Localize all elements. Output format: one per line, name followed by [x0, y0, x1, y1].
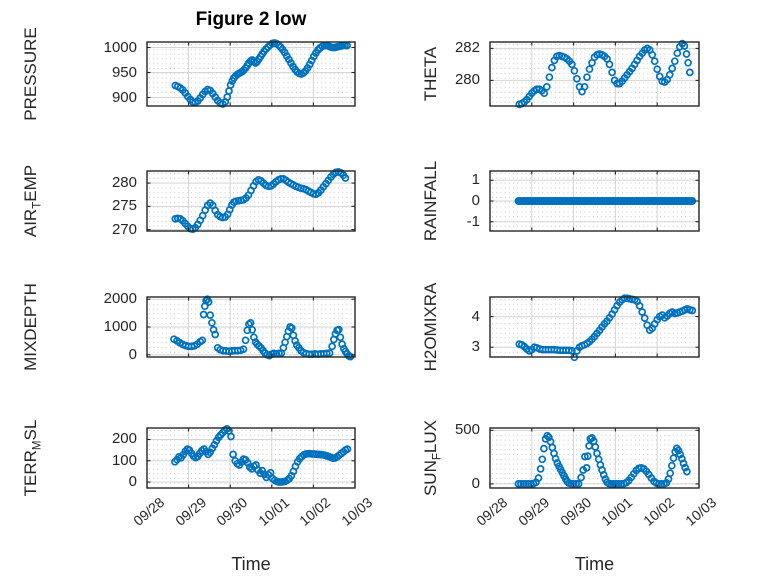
y-tick-label: 275	[111, 197, 137, 215]
plot-canvas	[146, 295, 356, 361]
axes-frame	[146, 427, 356, 489]
y-axis-label-mixdepth: MIXDEPTH	[21, 283, 40, 371]
tick-marks	[146, 42, 356, 106]
x-axis-label: Time	[574, 554, 615, 574]
data-series	[171, 425, 352, 486]
plot-canvas	[146, 39, 356, 108]
x-tick-label: 10/03	[338, 494, 376, 529]
subplot-h2omixra	[489, 294, 700, 362]
tick-marks	[489, 428, 700, 488]
x-tick-label: 10/01	[254, 494, 293, 529]
subplot-mixdepth	[146, 295, 356, 361]
axes-frame	[489, 427, 700, 489]
y-tick-label: 0	[128, 473, 137, 491]
axes-frame	[489, 41, 700, 107]
data-series	[170, 295, 355, 361]
tick-marks	[146, 171, 356, 231]
x-tick-label: 10/03	[682, 494, 720, 529]
x-tick-label: 09/30	[213, 494, 251, 529]
x-tick-label: 09/30	[556, 494, 594, 529]
axes-frame	[489, 296, 700, 358]
x-tick-label: 10/02	[640, 494, 678, 529]
tick-marks	[146, 428, 356, 488]
axes-frame	[146, 41, 356, 107]
axes-frame	[146, 170, 356, 232]
tick-marks	[146, 297, 356, 357]
tick-marks	[489, 171, 700, 231]
y-tick-label: 3	[471, 338, 480, 356]
figure-title: Figure 2 low	[195, 9, 307, 30]
y-tick-label: 1	[471, 171, 480, 189]
x-tick-label: 09/28	[473, 494, 511, 529]
tick-marks	[489, 297, 700, 357]
y-axis-label-h2omixra: H2OMIXRA	[421, 282, 440, 372]
y-tick-label: 4	[471, 307, 480, 325]
plot-canvas	[146, 168, 356, 233]
subplot-terr_msl	[146, 425, 356, 489]
plot-canvas	[489, 294, 700, 362]
x-tick-label: 10/02	[296, 494, 334, 529]
y-tick-label: 270	[111, 220, 137, 238]
plot-canvas	[489, 170, 700, 232]
y-axis-label-terr_msl: TERRMSL	[21, 419, 44, 497]
tick-marks	[489, 42, 700, 106]
subplot-pressure	[146, 39, 356, 108]
x-tick-label: 09/29	[514, 494, 553, 529]
x-tick-label: 10/01	[598, 494, 636, 529]
y-tick-label: 282	[454, 39, 480, 57]
y-tick-label: 0	[471, 192, 480, 209]
y-tick-label: 280	[111, 174, 137, 192]
plot-canvas	[489, 39, 700, 109]
y-tick-label: -1	[466, 212, 480, 230]
data-series	[514, 431, 691, 488]
x-tick-label: 09/29	[171, 494, 209, 529]
y-tick-label: 1000	[103, 38, 137, 56]
y-tick-label: 0	[128, 345, 137, 363]
subplot-rainfall	[489, 170, 700, 232]
y-tick-label: 950	[111, 63, 137, 81]
y-tick-label: 280	[454, 71, 480, 89]
y-tick-label: 500	[454, 421, 480, 439]
minor-grid	[147, 42, 355, 106]
y-tick-label: 200	[111, 430, 137, 448]
subplot-theta	[489, 39, 700, 109]
y-tick-label: 900	[111, 88, 137, 106]
y-tick-label: 2000	[103, 290, 137, 308]
x-tick-label: 09/28	[130, 494, 168, 529]
data-series	[514, 197, 697, 205]
y-tick-label: 0	[471, 474, 480, 492]
data-series	[515, 39, 694, 109]
data-series	[171, 39, 351, 108]
plot-canvas	[146, 425, 356, 489]
x-axis-label: Time	[231, 554, 271, 574]
y-tick-label: 100	[111, 451, 137, 469]
plot-canvas	[489, 427, 700, 489]
subplot-air_temp	[146, 168, 356, 233]
y-axis-label-sun_flux: SUNFLUX	[421, 419, 444, 497]
data-series	[171, 168, 350, 233]
subplot-sun_flux	[489, 427, 700, 489]
y-tick-label: 1000	[103, 318, 137, 335]
